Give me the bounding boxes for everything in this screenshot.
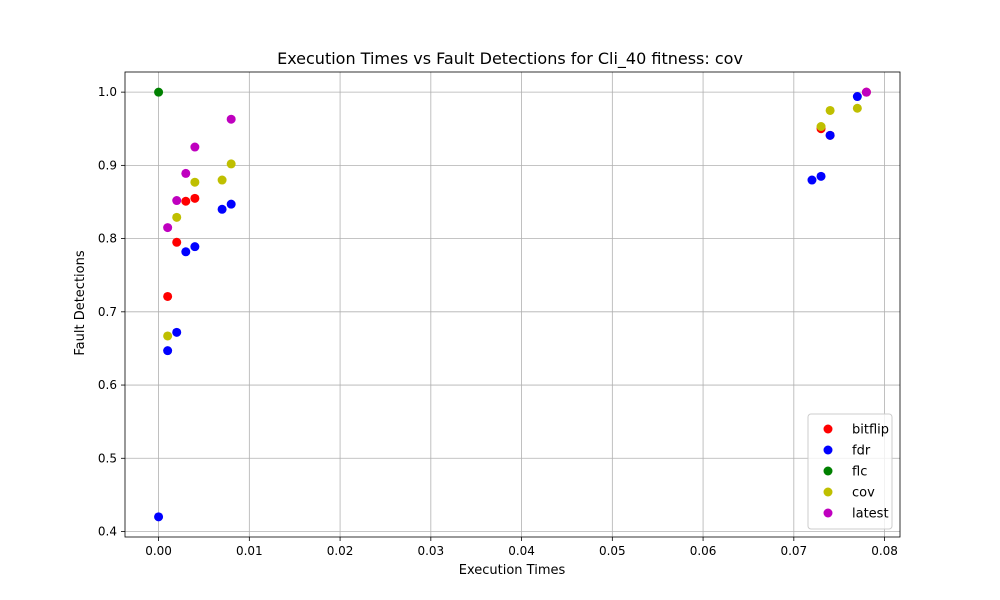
data-point-cov (190, 177, 200, 187)
data-point-latest (172, 196, 182, 206)
legend-label-flc: flc (852, 465, 867, 480)
data-point-cov (163, 331, 173, 341)
legend-label-latest: latest (852, 507, 889, 522)
x-tick-label: 0.07 (780, 544, 807, 558)
data-point-latest (226, 114, 236, 124)
y-tick-label: 0.4 (98, 525, 117, 539)
y-tick-label: 1.0 (98, 85, 117, 99)
x-tick-label: 0.05 (599, 544, 626, 558)
grid (125, 72, 900, 537)
data-point-fdr (163, 346, 173, 356)
data-point-fdr (226, 199, 236, 209)
x-tick-label: 0.03 (417, 544, 444, 558)
data-point-cov (852, 103, 862, 113)
data-point-fdr (154, 512, 164, 522)
y-tick-label: 0.5 (98, 451, 117, 465)
data-point-fdr (181, 247, 191, 257)
data-point-cov (217, 175, 227, 185)
legend-marker-bitflip (823, 424, 833, 434)
chart-title: Execution Times vs Fault Detections for … (277, 49, 743, 69)
data-point-cov (816, 122, 826, 132)
legend: bitflip fdr flc cov latest (807, 413, 893, 530)
data-point-fdr (825, 130, 835, 140)
data-point-fdr (852, 92, 862, 102)
data-point-cov (825, 105, 835, 115)
data-point-latest (190, 142, 200, 152)
x-tick-label: 0.00 (145, 544, 172, 558)
data-point-fdr (807, 175, 817, 185)
data-point-flc (154, 87, 164, 97)
legend-marker-flc (823, 466, 833, 476)
y-tick-label: 0.8 (98, 232, 117, 246)
data-point-bitflip (181, 196, 191, 206)
legend-label-bitflip: bitflip (852, 423, 889, 438)
legend-marker-fdr (823, 445, 833, 455)
data-point-latest (181, 168, 191, 178)
y-tick-label: 0.9 (98, 158, 117, 172)
axes: 0.00 0.01 0.02 0.03 0.04 0.05 0.06 0.07 0.08 0.4 0… (98, 71, 901, 558)
data-point-cov (172, 212, 182, 222)
data-point-bitflip (163, 291, 173, 301)
data-points (154, 87, 871, 522)
x-tick-label: 0.02 (327, 544, 354, 558)
x-tick-label: 0.08 (871, 544, 898, 558)
legend-marker-latest (823, 508, 833, 518)
data-point-fdr (217, 204, 227, 214)
data-point-fdr (190, 242, 200, 252)
data-point-latest (163, 223, 173, 233)
x-tick-label: 0.01 (236, 544, 263, 558)
data-point-fdr (816, 171, 826, 181)
legend-label-cov: cov (852, 486, 875, 501)
x-tick-label: 0.06 (690, 544, 717, 558)
data-point-cov (226, 159, 236, 169)
data-point-bitflip (190, 193, 200, 203)
data-point-latest (861, 87, 871, 97)
y-axis-label: Fault Detections (73, 250, 88, 355)
data-point-fdr (172, 327, 182, 337)
legend-marker-cov (823, 487, 833, 497)
data-point-bitflip (172, 237, 182, 247)
plot-frame (124, 71, 901, 538)
y-tick-label: 0.7 (98, 305, 117, 319)
legend-box (807, 413, 893, 530)
y-tick-label: 0.6 (98, 378, 117, 392)
x-axis-label: Execution Times (459, 563, 566, 578)
legend-label-fdr: fdr (852, 444, 871, 459)
x-tick-label: 0.04 (508, 544, 535, 558)
